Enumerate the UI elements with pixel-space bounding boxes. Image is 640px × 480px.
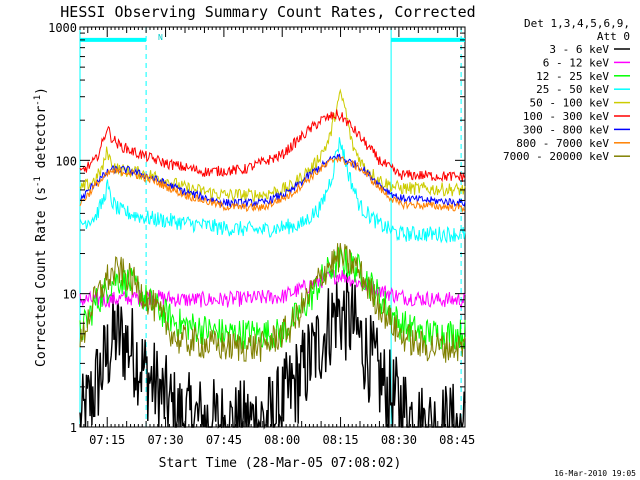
series-line-5 xyxy=(79,109,466,183)
legend-header-line-1: Det 1,3,4,5,6,9, xyxy=(524,17,630,30)
series-line-4 xyxy=(79,88,466,203)
legend-label-5: 100 - 300 keV xyxy=(523,110,609,123)
series-6 xyxy=(79,153,466,209)
chart-title: HESSI Observing Summary Count Rates, Cor… xyxy=(60,3,475,21)
series-7 xyxy=(79,155,466,213)
series-line-6 xyxy=(79,153,466,209)
series-5 xyxy=(79,109,466,183)
series-0 xyxy=(79,272,466,430)
series-4 xyxy=(79,88,466,203)
flag-label: N xyxy=(158,33,163,42)
series-3 xyxy=(79,137,466,244)
x-tick-label-1: 07:30 xyxy=(147,433,183,447)
y-tick-label-2: 100 xyxy=(55,154,77,168)
x-tick-label-2: 07:45 xyxy=(206,433,242,447)
x-tick-label-5: 08:30 xyxy=(381,433,417,447)
y-tick-label-1: 10 xyxy=(63,288,77,302)
series-line-3 xyxy=(79,137,466,244)
x-axis-label: Start Time (28-Mar-05 07:08:02) xyxy=(159,456,402,471)
x-tick-label-6: 08:45 xyxy=(439,433,475,447)
x-tick-label-0: 07:15 xyxy=(89,433,125,447)
series-line-8 xyxy=(79,242,466,363)
x-tick-label-4: 08:15 xyxy=(322,433,358,447)
series-8 xyxy=(79,242,466,363)
y-tick-label-3: 1000 xyxy=(48,21,77,35)
legend-label-7: 800 - 7000 keV xyxy=(516,137,609,150)
series-line-7 xyxy=(79,155,466,213)
legend-label-6: 300 - 800 keV xyxy=(523,123,609,136)
legend-label-4: 50 - 100 keV xyxy=(530,97,610,110)
legend-label-1: 6 - 12 keV xyxy=(543,56,610,69)
y-axis-label: Corrected Count Rate (s-1 detector-1) xyxy=(33,87,49,367)
x-tick-label-3: 08:00 xyxy=(264,433,300,447)
legend-header-line-2: Att 0 xyxy=(597,30,630,43)
legend-label-3: 25 - 50 keV xyxy=(536,83,609,96)
footer-timestamp: 16-Mar-2010 19:05 xyxy=(554,469,636,478)
series-line-0 xyxy=(79,272,466,430)
legend-label-8: 7000 - 20000 keV xyxy=(503,150,609,163)
series-1 xyxy=(79,270,466,309)
legend-label-2: 12 - 25 keV xyxy=(536,70,609,83)
y-tick-label-0: 1 xyxy=(70,421,77,435)
series-line-1 xyxy=(79,270,466,309)
legend-label-0: 3 - 6 keV xyxy=(549,43,609,56)
